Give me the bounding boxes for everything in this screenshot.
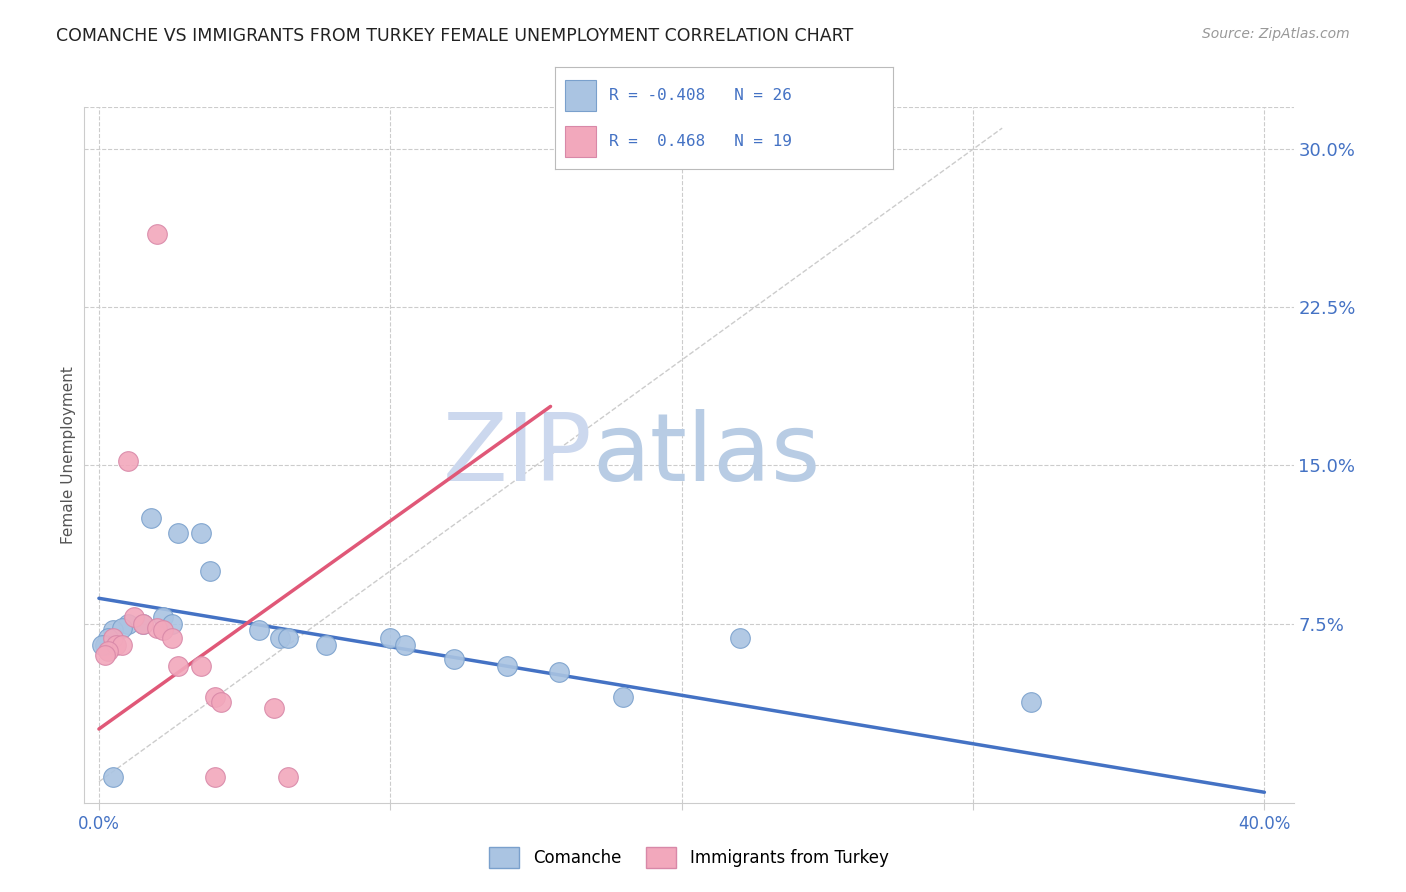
Point xyxy=(97,644,120,658)
Point xyxy=(146,227,169,241)
Point xyxy=(166,525,188,540)
Point xyxy=(117,454,139,468)
Point xyxy=(103,771,125,785)
Bar xyxy=(565,80,596,111)
Text: R =  0.468   N = 19: R = 0.468 N = 19 xyxy=(609,135,792,149)
Point xyxy=(315,638,337,652)
Point xyxy=(111,621,134,635)
Point xyxy=(277,632,299,646)
Y-axis label: Female Unemployment: Female Unemployment xyxy=(60,366,76,544)
Point xyxy=(190,525,212,540)
Point xyxy=(131,616,153,631)
Point xyxy=(277,771,299,785)
Point xyxy=(198,564,221,578)
Point xyxy=(443,652,465,666)
Point xyxy=(204,771,226,785)
Point xyxy=(495,658,517,673)
Point xyxy=(117,616,139,631)
Point xyxy=(141,511,163,525)
Point xyxy=(166,658,188,673)
Point xyxy=(263,701,285,715)
Point xyxy=(131,616,153,631)
Text: ZIP: ZIP xyxy=(443,409,592,501)
Point xyxy=(209,695,232,709)
Point xyxy=(90,638,112,652)
Point xyxy=(103,632,125,646)
Point xyxy=(152,610,174,624)
Point xyxy=(152,623,174,637)
Legend: Comanche, Immigrants from Turkey: Comanche, Immigrants from Turkey xyxy=(482,841,896,874)
Point xyxy=(380,632,402,646)
Point xyxy=(160,632,183,646)
Point xyxy=(103,623,125,637)
Bar xyxy=(565,127,596,157)
Point xyxy=(548,665,571,679)
Text: R = -0.408   N = 26: R = -0.408 N = 26 xyxy=(609,88,792,103)
Text: COMANCHE VS IMMIGRANTS FROM TURKEY FEMALE UNEMPLOYMENT CORRELATION CHART: COMANCHE VS IMMIGRANTS FROM TURKEY FEMAL… xyxy=(56,27,853,45)
Point xyxy=(111,638,134,652)
Point xyxy=(94,648,117,663)
Point xyxy=(204,690,226,705)
Point xyxy=(97,632,120,646)
Point xyxy=(1019,695,1042,709)
Point xyxy=(269,632,291,646)
Point xyxy=(247,623,270,637)
Point xyxy=(190,658,212,673)
Point xyxy=(394,638,416,652)
Point xyxy=(612,690,634,705)
Text: Source: ZipAtlas.com: Source: ZipAtlas.com xyxy=(1202,27,1350,41)
Point xyxy=(146,621,169,635)
Text: atlas: atlas xyxy=(592,409,821,501)
Point xyxy=(122,610,145,624)
Point xyxy=(94,638,117,652)
Point xyxy=(728,632,751,646)
Point xyxy=(160,616,183,631)
Point xyxy=(105,638,128,652)
